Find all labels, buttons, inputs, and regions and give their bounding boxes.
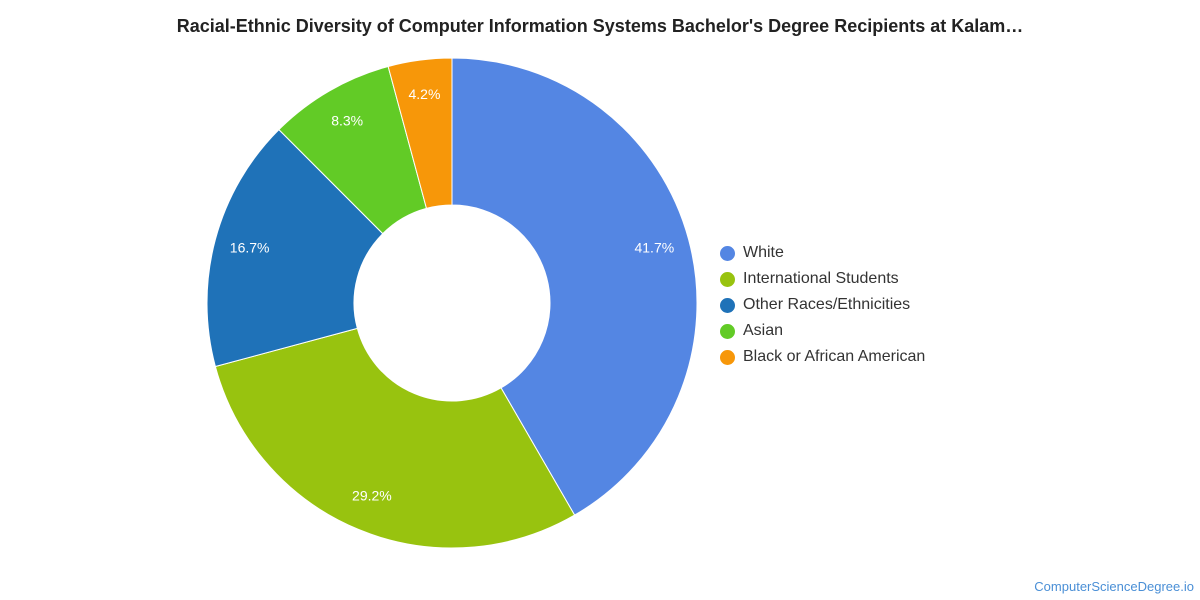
slice-label: 29.2%: [352, 487, 392, 503]
chart-title: Racial-Ethnic Diversity of Computer Info…: [176, 16, 1024, 36]
slice-label: 16.7%: [230, 239, 270, 255]
legend-label: International Students: [743, 270, 899, 287]
legend-item[interactable]: Asian: [720, 318, 925, 344]
legend-label: Asian: [743, 322, 784, 339]
slice-other-races-ethnicities[interactable]: [206, 128, 384, 368]
legend: White International Students Other Races/E…: [720, 240, 925, 370]
legend-label: White: [743, 244, 784, 261]
legend-item[interactable]: International Students: [720, 266, 925, 292]
legend-item[interactable]: Other Races/Ethnicities: [720, 292, 925, 318]
legend-label: Black or African American: [743, 348, 926, 365]
legend-swatch: [720, 245, 735, 261]
slice-label: 8.3%: [331, 112, 363, 128]
legend-swatch: [720, 349, 735, 365]
legend-swatch: [720, 271, 735, 287]
legend-swatch: [720, 297, 735, 313]
legend-item[interactable]: White: [720, 240, 925, 266]
legend-swatch: [720, 323, 735, 339]
slice-white[interactable]: [451, 57, 698, 516]
slice-black-or-african-american[interactable]: [387, 57, 453, 209]
slice-label: 4.2%: [409, 86, 441, 102]
legend-item[interactable]: Black or African American: [720, 344, 925, 370]
slice-international-students[interactable]: [214, 327, 576, 549]
legend-label: Other Races/Ethnicities: [743, 296, 911, 313]
slice-label: 41.7%: [634, 239, 674, 255]
watermark-link[interactable]: ComputerScienceDegree.io: [1034, 579, 1194, 594]
